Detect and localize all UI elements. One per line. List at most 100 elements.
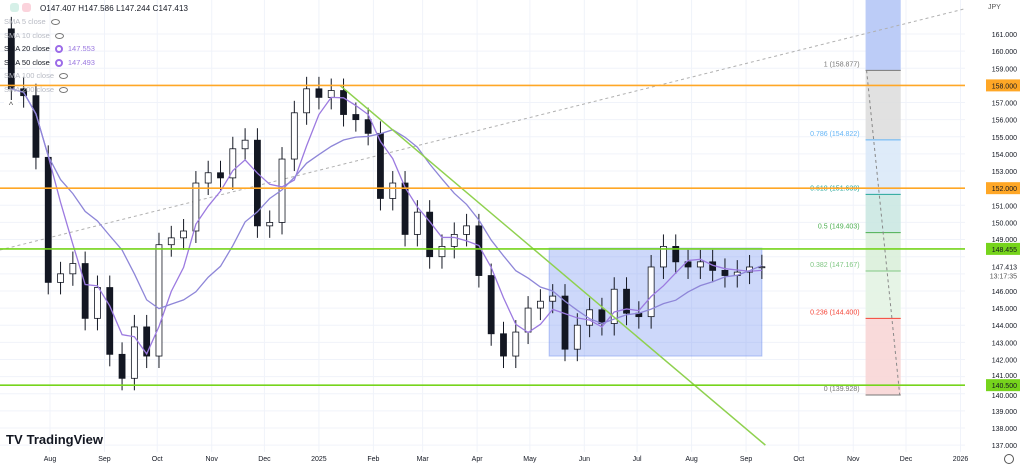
alert-icon: [22, 3, 31, 12]
indicator-sma10[interactable]: SMA 10 close: [4, 31, 64, 40]
price-tick-label: 157.000: [992, 101, 1017, 108]
candle: [229, 148, 237, 179]
price-tick-label: 140.000: [992, 393, 1017, 400]
candle: [327, 90, 335, 98]
candle: [696, 261, 704, 268]
dotted-trend-line: [0, 0, 1001, 251]
time-tick-label: Nov: [205, 456, 218, 463]
candle: [475, 225, 483, 276]
price-level-label: 148.455: [992, 247, 1017, 254]
candle: [303, 88, 311, 114]
candle: [290, 112, 298, 160]
indicator-label: SMA 20 close: [4, 44, 50, 53]
indicator-sma20[interactable]: SMA 20 close 147.553: [4, 44, 95, 53]
sma-line: [11, 88, 763, 325]
fib-zone: [865, 194, 901, 233]
candle: [647, 266, 655, 318]
indicator-label: SMA 50 close: [4, 58, 50, 67]
price-tick-label: 155.000: [992, 135, 1017, 142]
tradingview-logo: TV TradingView: [6, 432, 103, 447]
fib-level-label: 1 (158.877): [824, 61, 860, 68]
candle: [340, 90, 347, 115]
indicator-label: SMA 200 close: [4, 85, 55, 94]
last-price-badge: [986, 261, 1020, 282]
candle: [413, 211, 421, 235]
candle: [426, 211, 434, 258]
currency-selector[interactable]: JPY: [988, 4, 1001, 11]
price-tick-label: 144.000: [992, 323, 1017, 330]
candle: [549, 295, 557, 302]
candle: [401, 182, 409, 235]
eye-hidden-icon[interactable]: [50, 18, 60, 25]
time-tick-label: Mar: [417, 456, 430, 463]
candle: [389, 182, 397, 199]
eye-hidden-icon[interactable]: [54, 32, 64, 39]
price-level-badge: [986, 79, 1020, 92]
time-tick-label: Oct: [152, 456, 163, 463]
price-tick-label: 156.000: [992, 118, 1017, 125]
candle: [94, 287, 101, 319]
indicator-settings-icon[interactable]: [54, 58, 63, 67]
candle: [623, 288, 630, 314]
time-tick-label: Apr: [472, 456, 484, 463]
price-tick-label: 154.000: [992, 152, 1017, 159]
candle: [192, 182, 200, 232]
indicator-label: SMA 10 close: [4, 31, 50, 40]
eye-hidden-icon[interactable]: [59, 86, 69, 93]
candle: [69, 263, 77, 275]
candle: [524, 307, 532, 333]
price-tick-label: 146.000: [992, 289, 1017, 296]
price-tick-label: 149.000: [992, 237, 1017, 244]
candle: [598, 309, 606, 324]
time-tick-label: Aug: [44, 456, 57, 463]
price-tick-label: 141.000: [992, 373, 1017, 380]
chart-settings-icon[interactable]: [1004, 454, 1014, 464]
indicator-value: 147.493: [67, 58, 95, 67]
candle: [254, 139, 261, 227]
time-tick-label: Jun: [579, 456, 590, 463]
candle: [660, 246, 667, 268]
indicator-sma200[interactable]: SMA 200 close: [4, 85, 69, 94]
time-tick-label: Dec: [258, 456, 271, 463]
candle: [32, 95, 40, 158]
indicator-sma50[interactable]: SMA 50 close 147.493: [4, 58, 95, 67]
fib-level-label: 0.786 (154.822): [810, 131, 859, 138]
candle: [217, 172, 224, 179]
price-tick-label: 145.000: [992, 306, 1017, 313]
price-tick-label: 153.000: [992, 169, 1017, 176]
eye-hidden-icon[interactable]: [59, 72, 69, 79]
indicator-sma5[interactable]: SMA 5 close: [4, 17, 60, 26]
candle: [241, 139, 249, 150]
price-tick-label: 161.000: [992, 32, 1017, 39]
fib-zone: [865, 318, 901, 395]
time-tick-label: Feb: [367, 456, 379, 463]
fib-zone: [865, 0, 901, 71]
price-level-badge: [986, 242, 1020, 255]
candle: [463, 225, 470, 235]
price-tick-label: 138.000: [992, 426, 1017, 433]
candle: [167, 237, 175, 246]
fib-zone: [865, 232, 901, 271]
price-level-label: 158.000: [992, 83, 1017, 90]
fib-level-label: 0.382 (147.167): [810, 262, 859, 269]
candle: [438, 246, 446, 258]
fib-zone: [865, 70, 901, 140]
fib-level-label: 0 (139.928): [824, 386, 860, 393]
candle: [352, 114, 360, 121]
fib-level-label: 0.5 (149.403): [818, 224, 860, 231]
indicator-sma100[interactable]: SMA 100 close: [4, 71, 69, 80]
indicator-settings-icon[interactable]: [54, 44, 63, 53]
candle: [487, 275, 495, 335]
time-tick-label: Nov: [847, 456, 860, 463]
last-price-label: 147.413: [992, 265, 1017, 272]
time-tick-label: 2026: [953, 456, 969, 463]
candle: [180, 230, 187, 239]
candle: [44, 156, 52, 283]
sma-line: [11, 88, 762, 356]
collapse-legend-button[interactable]: ^: [4, 100, 18, 112]
price-level-badge: [986, 182, 1020, 195]
candle: [106, 287, 114, 355]
candle: [118, 353, 126, 379]
candle: [143, 326, 151, 357]
